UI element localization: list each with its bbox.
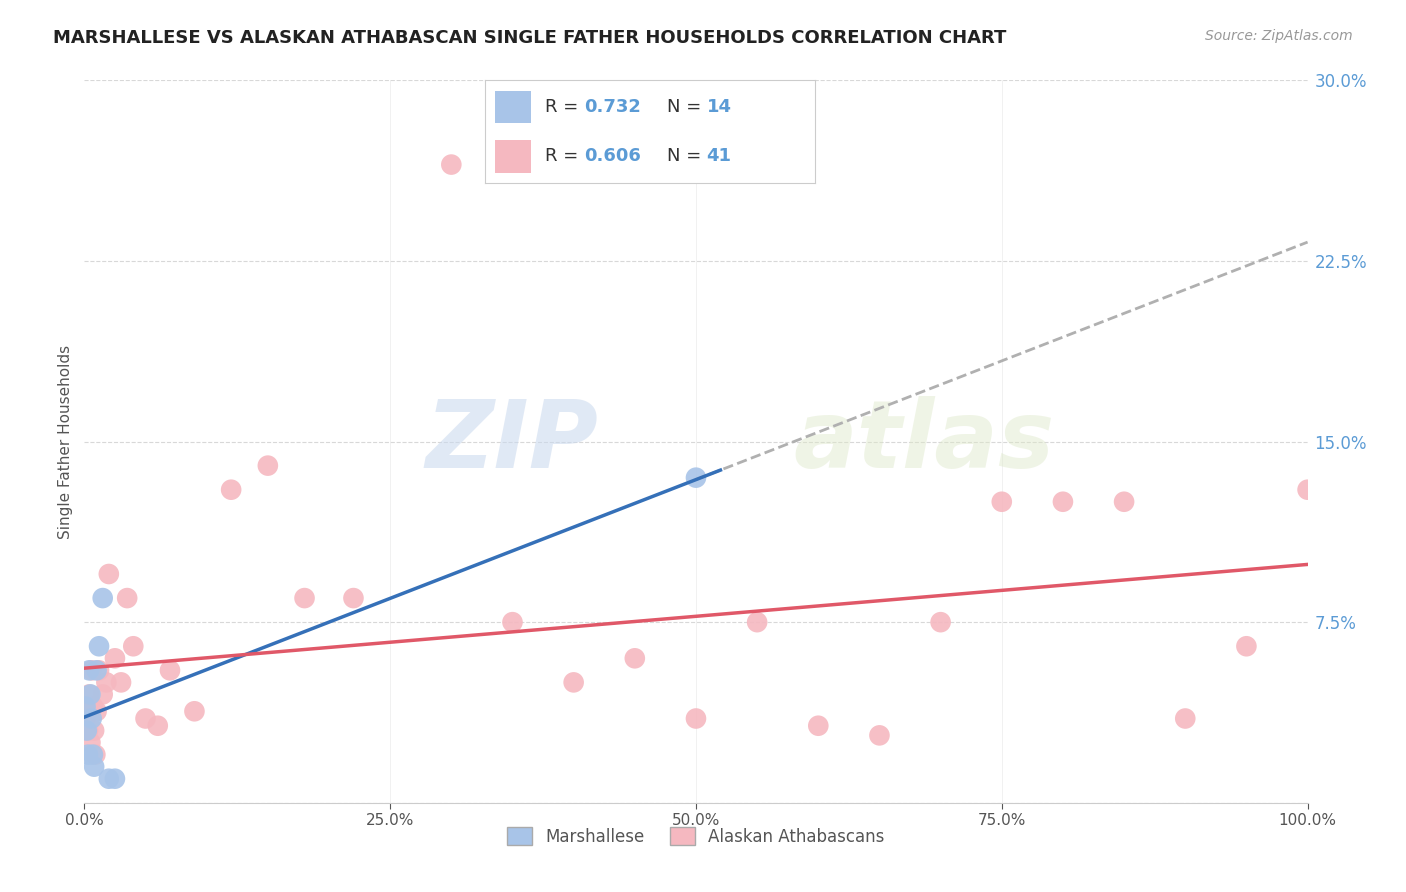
Point [79, 735, 101, 749]
Point [87, 664, 110, 678]
Point [135, 712, 157, 726]
Text: Source: ZipAtlas.com: Source: ZipAtlas.com [1205, 29, 1353, 43]
Point [86, 664, 108, 678]
Point [80, 664, 103, 678]
Point [1236, 639, 1258, 653]
Point [685, 470, 707, 484]
Point [91, 687, 114, 701]
Point [75, 712, 97, 726]
Point [91, 591, 114, 605]
Text: atlas: atlas [794, 395, 1054, 488]
Point [502, 615, 524, 630]
FancyBboxPatch shape [495, 91, 531, 123]
Point [219, 483, 242, 497]
Point [1174, 712, 1197, 726]
Point [97, 772, 120, 786]
Point [77, 723, 100, 738]
Text: R =: R = [544, 147, 583, 165]
Point [87, 639, 110, 653]
Point [75, 699, 97, 714]
Point [342, 591, 364, 605]
Point [86, 704, 108, 718]
Point [991, 494, 1014, 508]
FancyBboxPatch shape [495, 140, 531, 173]
Point [807, 719, 830, 733]
Point [97, 567, 120, 582]
Point [110, 675, 132, 690]
Point [83, 723, 105, 738]
Point [77, 747, 100, 762]
Point [82, 747, 104, 762]
Point [80, 712, 103, 726]
Point [76, 699, 98, 714]
Point [82, 699, 104, 714]
Point [624, 651, 647, 665]
Text: 14: 14 [706, 98, 731, 116]
Point [440, 157, 463, 171]
Point [122, 639, 145, 653]
Point [77, 664, 100, 678]
Y-axis label: Single Father Households: Single Father Households [58, 344, 73, 539]
Point [183, 704, 205, 718]
Point [1296, 483, 1319, 497]
Point [146, 719, 169, 733]
Point [294, 591, 316, 605]
Text: R =: R = [544, 98, 583, 116]
Point [77, 687, 100, 701]
Point [1114, 494, 1136, 508]
Text: MARSHALLESE VS ALASKAN ATHABASCAN SINGLE FATHER HOUSEHOLDS CORRELATION CHART: MARSHALLESE VS ALASKAN ATHABASCAN SINGLE… [53, 29, 1007, 46]
Point [747, 615, 769, 630]
Point [257, 458, 280, 473]
Point [79, 687, 101, 701]
Point [104, 651, 127, 665]
Point [83, 760, 105, 774]
Point [869, 728, 891, 742]
Text: 0.606: 0.606 [585, 147, 641, 165]
Text: ZIP: ZIP [425, 395, 598, 488]
Point [104, 772, 127, 786]
Text: N =: N = [666, 98, 707, 116]
Point [76, 723, 98, 738]
Text: 0.732: 0.732 [585, 98, 641, 116]
Point [1052, 494, 1074, 508]
Point [159, 664, 181, 678]
Text: N =: N = [666, 147, 707, 165]
Point [562, 675, 585, 690]
Point [929, 615, 952, 630]
Legend: Marshallese, Alaskan Athabascans: Marshallese, Alaskan Athabascans [501, 821, 891, 852]
Text: 41: 41 [706, 147, 731, 165]
Point [115, 591, 138, 605]
Point [96, 675, 118, 690]
Point [685, 712, 707, 726]
Point [84, 747, 107, 762]
